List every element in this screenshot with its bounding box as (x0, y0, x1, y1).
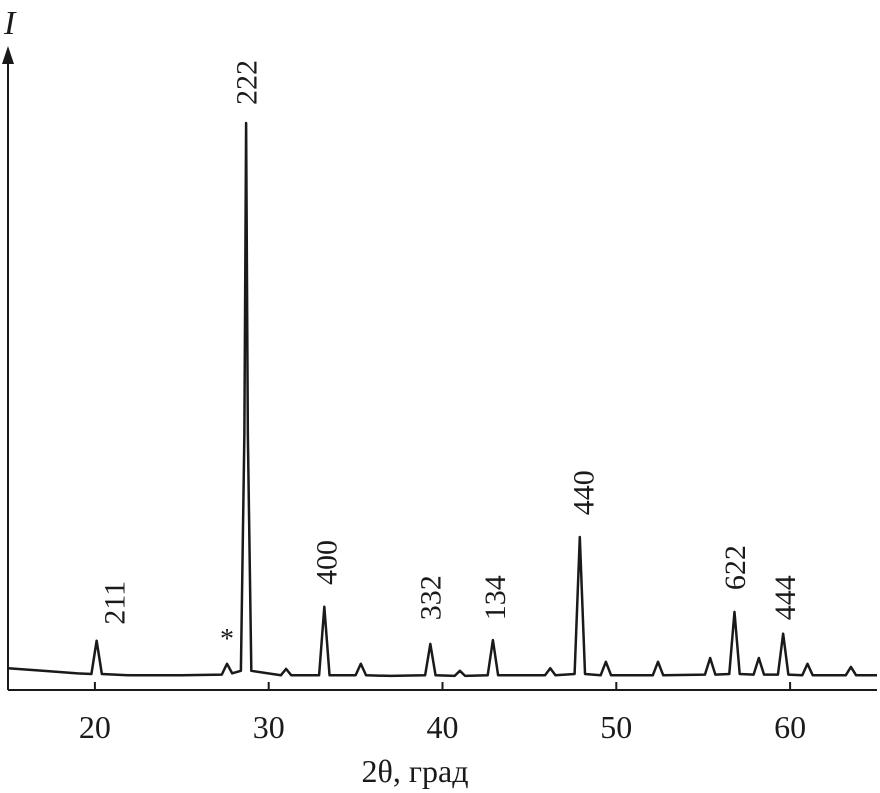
x-tick-label: 20 (79, 709, 111, 745)
x-tick-label: 60 (774, 709, 806, 745)
x-axis-label: 2θ, град (362, 753, 469, 789)
peak-label: 134 (479, 575, 512, 620)
peak-label: 622 (719, 545, 752, 590)
peak-marker: * (220, 624, 234, 655)
peak-label: 444 (769, 575, 802, 620)
y-axis-arrow (2, 46, 14, 64)
y-axis-label: I (3, 5, 17, 42)
line-series (7, 121, 877, 678)
peak-label: 211 (98, 581, 131, 625)
x-tick-label: 40 (427, 709, 459, 745)
peak-label: 440 (568, 470, 601, 515)
x-tick-label: 50 (600, 709, 632, 745)
peak-label: 332 (415, 575, 448, 620)
peak-label: 400 (310, 540, 343, 585)
peak-label: 222 (230, 60, 263, 105)
x-tick-label: 30 (253, 709, 285, 745)
